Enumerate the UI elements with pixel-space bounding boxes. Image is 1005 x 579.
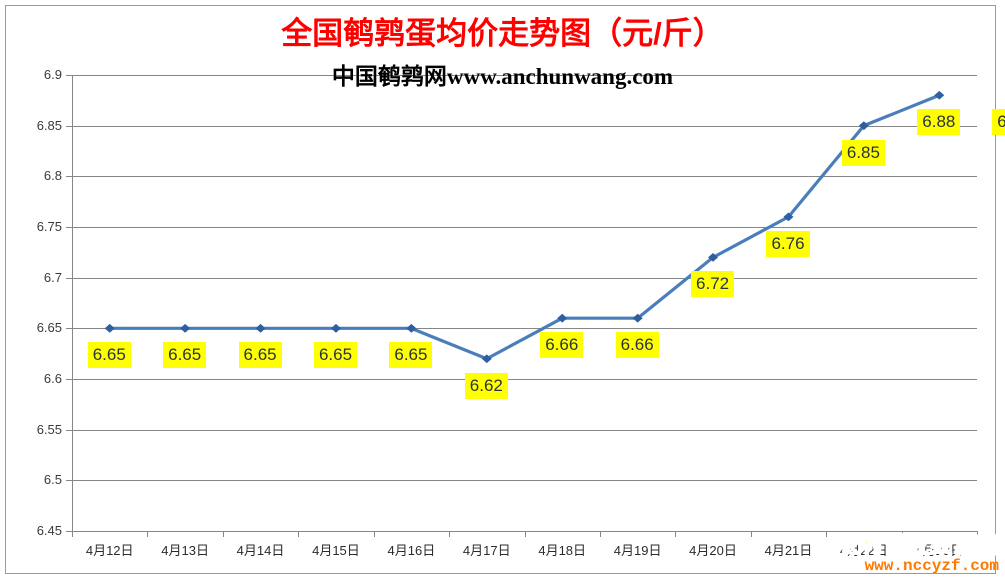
gridline — [72, 328, 977, 330]
x-tick-mark — [901, 531, 903, 537]
data-point-label: 6.72 — [691, 271, 735, 298]
y-tick-label: 6.6 — [43, 371, 62, 386]
data-point-label: 6.65 — [389, 342, 433, 369]
x-tick-label: 4月12日 — [85, 543, 134, 558]
y-tick-label: 6.55 — [36, 421, 62, 437]
y-tick-label: 6.9 — [43, 67, 62, 82]
gridline — [72, 429, 977, 431]
y-tick-mark — [66, 125, 72, 127]
y-tick-mark — [66, 227, 72, 228]
watermark-site-url: www.nccyzf.com — [864, 557, 999, 576]
y-tick-mark — [66, 176, 72, 178]
watermark-site-name: 农村创业致富网 — [837, 533, 999, 559]
y-tick-label: 6.5 — [43, 472, 62, 488]
y-tick-mark — [66, 429, 72, 431]
data-point-label: 6.85 — [841, 139, 885, 166]
y-tick-mark — [66, 328, 72, 330]
y-tick-label: 6.65 — [36, 320, 62, 336]
x-tick-label: 4月15日 — [312, 543, 360, 558]
data-point-label-trailing: 6.88 — [992, 109, 1005, 136]
x-tick-label: 4月14日 — [236, 543, 285, 558]
data-point-label: 6.66 — [615, 332, 659, 359]
y-tick-label: 6.85 — [36, 117, 62, 133]
y-tick-mark — [66, 75, 72, 76]
data-point-label: 6.65 — [163, 342, 207, 369]
watermark: 农村创业致富网 www.nccyzf.com — [837, 533, 999, 576]
x-tick-label: 4月17日 — [462, 543, 511, 558]
x-tick-label: 4月18日 — [538, 543, 587, 558]
x-tick-label: 4月21日 — [764, 543, 813, 558]
y-axis-line — [72, 75, 73, 532]
y-tick-mark — [66, 531, 72, 532]
y-tick-mark — [66, 379, 72, 380]
y-tick-label: 6.7 — [43, 269, 62, 285]
y-tick-mark — [66, 277, 72, 279]
data-point-label: 6.65 — [87, 342, 131, 369]
x-tick-mark — [298, 531, 300, 537]
data-point-label: 6.65 — [238, 342, 282, 369]
data-point-label: 6.66 — [540, 332, 584, 359]
data-point-label: 6.76 — [766, 230, 810, 257]
y-tick-mark — [66, 480, 72, 482]
x-tick-label: 4月13日 — [161, 543, 209, 558]
gridline — [72, 379, 977, 380]
data-point-label: 6.88 — [917, 109, 961, 136]
x-tick-label: 4月16日 — [387, 543, 436, 558]
x-tick-label: 4月20日 — [689, 543, 737, 558]
x-tick-mark — [449, 531, 451, 537]
x-tick-mark — [373, 531, 375, 537]
chart-subtitle: 中国鹌鹑网www.anchunwang.com — [331, 64, 674, 89]
x-tick-label: 4月22日 — [840, 543, 888, 558]
gridline — [72, 227, 977, 228]
x-tick-mark — [750, 531, 752, 537]
x-tick-mark — [826, 531, 828, 537]
gridline — [72, 480, 977, 482]
x-tick-mark — [524, 531, 526, 537]
gridline — [72, 75, 977, 76]
x-tick-mark — [599, 531, 601, 537]
gridline — [72, 176, 977, 178]
x-tick-mark — [222, 531, 224, 537]
y-tick-label: 6.75 — [36, 219, 62, 234]
x-tick-label: 4月23日 — [915, 543, 964, 558]
x-tick-mark — [147, 531, 149, 537]
chart-title: 全国鹌鹑蛋均价走势图（元/斤） — [281, 16, 724, 51]
x-tick-mark — [977, 531, 978, 537]
x-tick-label: 4月19日 — [613, 543, 662, 558]
data-point-label: 6.65 — [313, 342, 358, 369]
gridline — [72, 125, 977, 127]
gridline — [72, 277, 977, 279]
data-point-label: 6.62 — [464, 372, 508, 399]
x-tick-mark — [675, 531, 677, 537]
y-tick-label: 6.8 — [43, 168, 62, 184]
y-tick-label: 6.45 — [36, 523, 62, 538]
x-tick-mark — [72, 531, 73, 537]
